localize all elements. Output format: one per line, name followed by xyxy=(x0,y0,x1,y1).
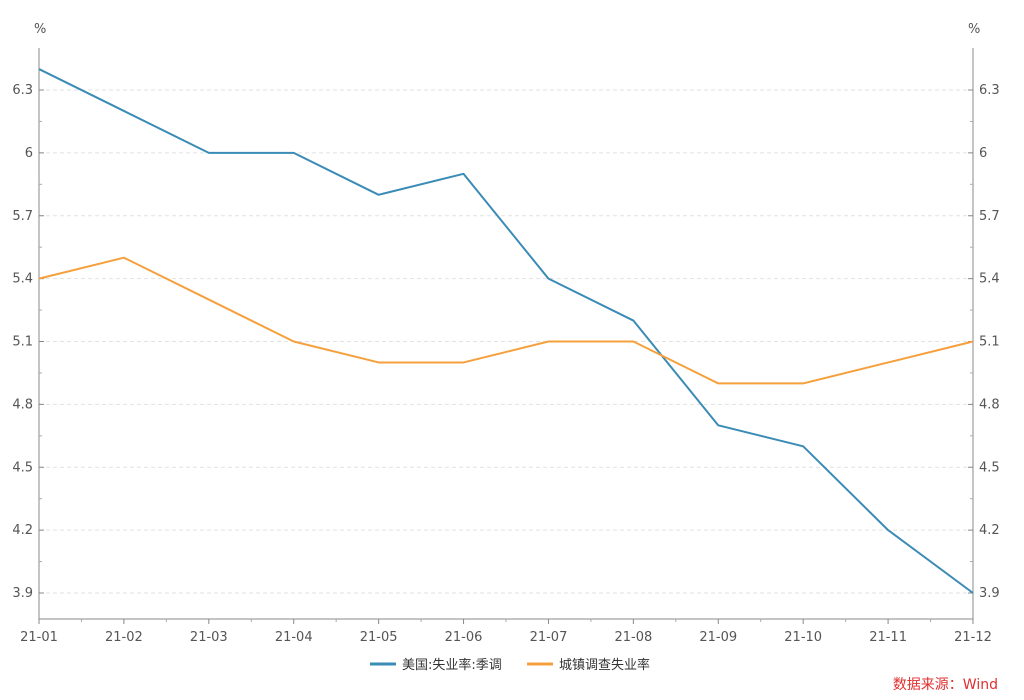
y-tick-label: 3.9 xyxy=(979,586,1000,601)
y-unit-left: % xyxy=(34,22,46,37)
x-tick-label: 21-06 xyxy=(445,630,483,645)
series-lines xyxy=(38,68,974,594)
y-axis-right: 3.9 4.2 4.5 4.8 5.1 5.4 5.7 6 6.3 xyxy=(968,83,1000,601)
y-unit-right: % xyxy=(968,22,980,37)
legend-label-1: 美国:失业率:季调 xyxy=(402,657,502,673)
data-source-note: 数据来源：Wind xyxy=(892,677,998,693)
y-tick-label: 5.7 xyxy=(979,209,1000,224)
y-tick-label: 4.5 xyxy=(979,460,1000,475)
y-tick-label: 3.9 xyxy=(12,586,33,601)
y-tick-label: 5.1 xyxy=(12,335,33,350)
x-tick-label: 21-03 xyxy=(190,630,228,645)
y-tick-label: 4.2 xyxy=(12,523,33,538)
y-tick-label: 6.3 xyxy=(12,83,33,98)
x-tick-label: 21-11 xyxy=(869,630,907,645)
y-tick-label: 5.4 xyxy=(979,272,1000,287)
x-tick-label: 21-09 xyxy=(699,630,737,645)
y-tick-label: 6 xyxy=(25,146,33,161)
y-tick-label: 4.8 xyxy=(979,397,1000,412)
grid-lines xyxy=(39,89,973,594)
y-tick-label: 6.3 xyxy=(979,83,1000,98)
series-line-1 xyxy=(38,68,974,594)
series-line-2 xyxy=(38,256,974,385)
axes xyxy=(38,48,974,620)
x-tick-label: 21-05 xyxy=(360,630,398,645)
y-tick-label: 5.7 xyxy=(12,209,33,224)
x-tick-label: 21-12 xyxy=(954,630,992,645)
y-tick-label: 4.8 xyxy=(12,397,33,412)
x-tick-label: 21-08 xyxy=(614,630,652,645)
x-tick-label: 21-04 xyxy=(275,630,313,645)
x-tick-label: 21-10 xyxy=(784,630,822,645)
x-tick-label: 21-01 xyxy=(20,630,58,645)
x-axis: 21-01 21-02 21-03 21-04 21-05 21-06 21-07 21-08… xyxy=(20,619,992,645)
y-tick-label: 4.5 xyxy=(12,460,33,475)
x-tick-label: 21-07 xyxy=(530,630,568,645)
legend-label-2: 城镇调查失业率 xyxy=(559,657,650,673)
y-tick-label: 6 xyxy=(979,146,987,161)
x-tick-label: 21-02 xyxy=(105,630,143,645)
legend: 美国:失业率:季调 城镇调查失业率 xyxy=(370,657,650,673)
y-tick-label: 4.2 xyxy=(979,523,1000,538)
y-tick-label: 5.1 xyxy=(979,335,1000,350)
y-tick-label: 5.4 xyxy=(12,272,33,287)
